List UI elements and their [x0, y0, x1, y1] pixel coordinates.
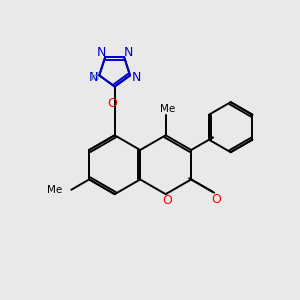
Text: O: O [107, 97, 117, 110]
Text: N: N [97, 46, 106, 59]
Text: Me: Me [160, 104, 175, 114]
Text: O: O [212, 193, 221, 206]
Text: N: N [123, 46, 133, 59]
Text: H: H [91, 72, 99, 82]
Text: O: O [162, 194, 172, 207]
Text: N: N [131, 71, 141, 84]
Text: Me: Me [47, 185, 62, 195]
Text: N: N [88, 71, 98, 84]
